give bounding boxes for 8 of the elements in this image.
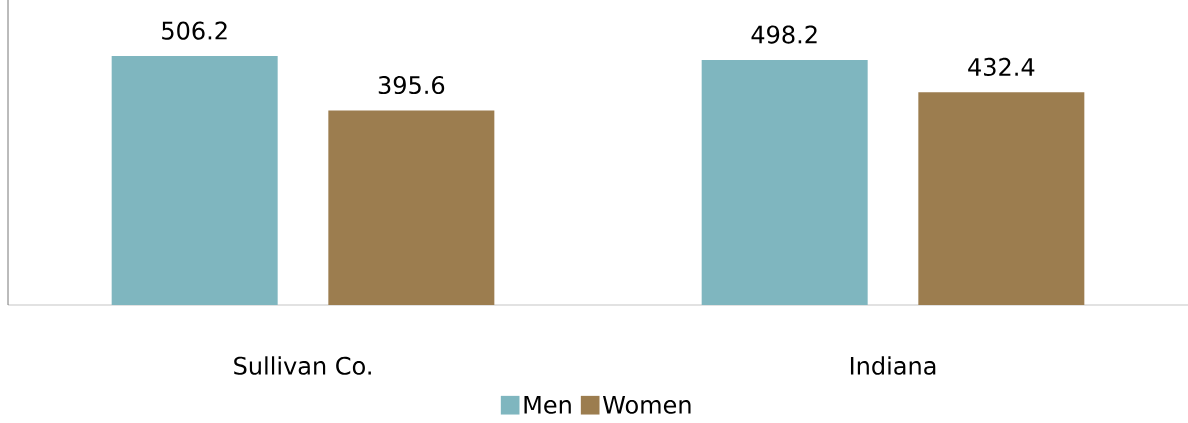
data-label: 395.6 xyxy=(378,75,445,95)
x-tick-label: Sullivan Co. xyxy=(234,356,371,375)
legend-label: Men xyxy=(524,395,571,414)
data-label: 498.2 xyxy=(751,25,817,44)
data-label: 506.2 xyxy=(162,21,227,40)
x-tick-label: Indiana xyxy=(850,356,936,375)
data-label: 432.4 xyxy=(968,57,1035,77)
legend-label: Women xyxy=(602,395,691,414)
